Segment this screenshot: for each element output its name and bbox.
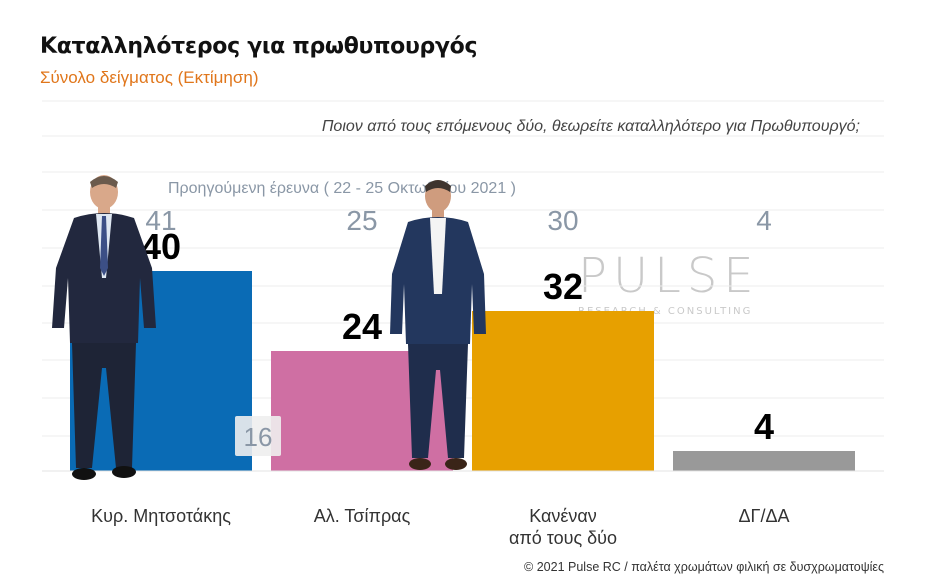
category-label-2-0: Κανέναν [529,506,597,526]
watermark-name: PULSE [578,248,760,304]
bar-3 [673,451,855,471]
pulse-watermark: PULSE RESEARCH & CONSULTING [578,252,760,317]
data-label-3: 4 [754,406,774,447]
category-label-3: ΔΓ/ΔΑ [739,506,790,526]
data-label-1: 24 [342,306,382,347]
annotation-value-0: 16 [244,422,273,452]
previous-value-2: 30 [547,205,578,236]
category-label-2-1: από τους δύο [509,528,617,548]
previous-value-0: 41 [145,205,176,236]
bar-2 [472,311,654,471]
chart-title: Καταλληλότερος για πρωθυπουργός [40,34,478,59]
category-label-1: Αλ. Τσίπρας [314,506,411,526]
previous-value-3: 4 [756,205,772,236]
person-figure-mitsotakis [52,175,156,480]
previous-value-1: 25 [346,205,377,236]
chart-subtitle: Σύνολο δείγματος (Εκτίμηση) [40,68,259,87]
category-label-0: Κυρ. Μητσοτάκης [91,506,231,526]
data-label-2: 32 [543,266,583,307]
survey-question: Ποιον από τους επόμενους δύο, θεωρείτε κ… [321,118,860,135]
footer-credit: © 2021 Pulse RC / παλέτα χρωμάτων φιλική… [524,560,884,574]
person-figure-tsipras [390,180,486,470]
watermark-tagline: RESEARCH & CONSULTING [578,306,753,317]
annotation-box-0 [235,416,281,456]
